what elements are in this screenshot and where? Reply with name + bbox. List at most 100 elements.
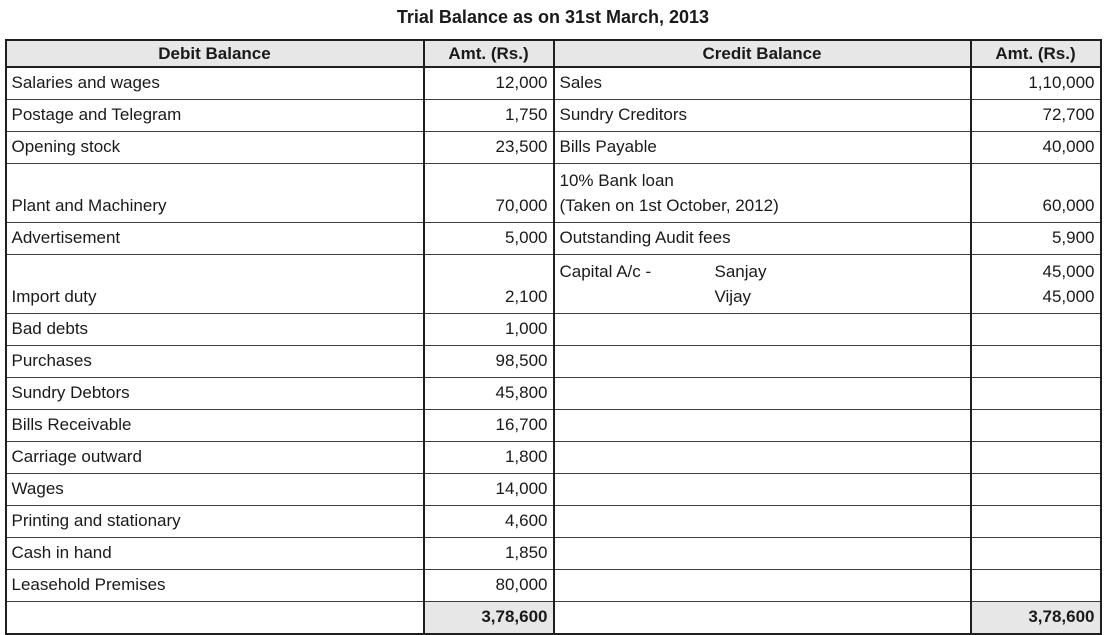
- debit-amount-cell: 80,000: [422, 569, 554, 602]
- table-row: Postage and Telegram 1,750 Sundry Creditor…: [5, 99, 1101, 132]
- page-title: Trial Balance as on 31st March, 2013: [396, 7, 710, 27]
- cell-line: Advertisement: [11, 228, 121, 247]
- cell-line: Postage and Telegram: [11, 105, 182, 124]
- cell-line: Sundry Debtors: [11, 383, 130, 402]
- debit-label-cell: Sundry Debtors: [5, 377, 424, 410]
- cell-line: 98,500: [495, 351, 548, 370]
- cell-line: Bills Payable: [559, 137, 657, 156]
- debit-label-cell: Opening stock: [5, 131, 424, 164]
- debit-amount-cell: 5,000: [422, 222, 554, 255]
- cell-line: Vijay: [560, 284, 965, 309]
- cell-line: Bills Receivable: [11, 415, 132, 434]
- capital-account-prefix: Capital A/c -: [559, 262, 652, 281]
- credit-label-cell: Sundry Creditors: [552, 99, 971, 132]
- table-row: Plant and Machinery 70,000 10% Bank loan (T…: [5, 163, 1101, 223]
- cell-line: 45,000: [1042, 287, 1095, 306]
- credit-label-cell: [552, 601, 971, 635]
- credit-amount-cell: [969, 409, 1101, 442]
- credit-label-cell: [552, 537, 971, 570]
- table-row: Salaries and wages 12,000 Sales 1,10,000: [5, 66, 1101, 100]
- debit-label-cell: Plant and Machinery: [5, 163, 424, 223]
- cell-line: 80,000: [495, 575, 548, 594]
- debit-amount-cell: 14,000: [422, 473, 554, 506]
- cell-line: 10% Bank loan: [559, 171, 674, 190]
- table-row: Leasehold Premises 80,000: [5, 569, 1101, 602]
- cell-line: Cash in hand: [11, 543, 112, 562]
- cell-line: Import duty: [11, 287, 97, 306]
- debit-label-cell: Advertisement: [5, 222, 424, 255]
- credit-label-cell: [552, 313, 971, 346]
- cell-line: Printing and stationary: [11, 511, 181, 530]
- header-debit-balance: Debit Balance: [5, 39, 424, 68]
- cell-line: Purchases: [11, 351, 92, 370]
- table-row: Cash in hand 1,850: [5, 537, 1101, 570]
- cell-line: Salaries and wages: [11, 73, 160, 92]
- debit-label-cell: Purchases: [5, 345, 424, 378]
- credit-amount-cell: [969, 569, 1101, 602]
- partner-name: Vijay: [714, 287, 752, 306]
- credit-label-cell: Outstanding Audit fees: [552, 222, 971, 255]
- cell-line: Bad debts: [11, 319, 89, 338]
- credit-label-cell: [552, 377, 971, 410]
- cell-line: 40,000: [1042, 137, 1095, 156]
- credit-amount-cell: [969, 441, 1101, 474]
- cell-line: Carriage outward: [11, 447, 142, 466]
- credit-amount-cell: 3,78,600: [969, 601, 1101, 635]
- cell-line: 1,850: [504, 543, 548, 562]
- debit-amount-cell: 2,100: [422, 254, 554, 314]
- cell-line: (Taken on 1st October, 2012): [559, 196, 779, 215]
- header-credit-amount: Amt. (Rs.): [969, 39, 1101, 68]
- debit-label-cell: Bad debts: [5, 313, 424, 346]
- header-credit-balance: Credit Balance: [552, 39, 971, 68]
- table-row: Sundry Debtors 45,800: [5, 377, 1101, 410]
- credit-label-cell: Capital A/c - Sanjay Vijay: [552, 254, 971, 314]
- cell-line: Wages: [11, 479, 64, 498]
- table-row: Bad debts 1,000: [5, 313, 1101, 346]
- table-row: Printing and stationary 4,600: [5, 505, 1101, 538]
- debit-label-cell: Carriage outward: [5, 441, 424, 474]
- trial-balance-table: Debit Balance Amt. (Rs.) Credit Balance …: [4, 39, 1102, 635]
- table-row: Purchases 98,500: [5, 345, 1101, 378]
- debit-amount-cell: 23,500: [422, 131, 554, 164]
- debit-label-cell: Bills Receivable: [5, 409, 424, 442]
- cell-line: 4,600: [504, 511, 548, 530]
- cell-line: 1,800: [504, 447, 548, 466]
- credit-label-cell: [552, 505, 971, 538]
- debit-label-cell: Postage and Telegram: [5, 99, 424, 132]
- credit-amount-cell: 45,000 45,000: [969, 254, 1101, 314]
- cell-line: 60,000: [1042, 196, 1095, 215]
- cell-line: 1,000: [504, 319, 548, 338]
- credit-label-cell: [552, 569, 971, 602]
- credit-label-cell: [552, 441, 971, 474]
- debit-amount-cell: 70,000: [422, 163, 554, 223]
- credit-amount-cell: [969, 505, 1101, 538]
- cell-line: 3,78,600: [1028, 607, 1095, 626]
- cell-line: Sundry Creditors: [559, 105, 688, 124]
- cell-line: 45,800: [495, 383, 548, 402]
- cell-line: 2,100: [504, 287, 548, 306]
- trial-balance-body: Salaries and wages 12,000 Sales 1,10,000 Pos…: [5, 66, 1101, 635]
- debit-amount-cell: 4,600: [422, 505, 554, 538]
- cell-line: 72,700: [1042, 105, 1095, 124]
- table-row: Opening stock 23,500 Bills Payable 40,000: [5, 131, 1101, 164]
- cell-line: 1,10,000: [1028, 73, 1095, 92]
- credit-label-cell: [552, 409, 971, 442]
- credit-label-cell: [552, 473, 971, 506]
- debit-amount-cell: 1,000: [422, 313, 554, 346]
- credit-amount-cell: 40,000: [969, 131, 1101, 164]
- cell-line: 5,900: [1051, 228, 1095, 247]
- cell-line: 23,500: [495, 137, 548, 156]
- debit-amount-cell: 3,78,600: [422, 601, 554, 635]
- cell-line: 14,000: [495, 479, 548, 498]
- credit-label-cell: [552, 345, 971, 378]
- cell-line: 1,750: [504, 105, 548, 124]
- debit-amount-cell: 1,850: [422, 537, 554, 570]
- cell-line: Leasehold Premises: [11, 575, 166, 594]
- cell-line: Outstanding Audit fees: [559, 228, 731, 247]
- partner-name: Sanjay: [714, 262, 767, 281]
- table-row: Carriage outward 1,800: [5, 441, 1101, 474]
- header-row: Debit Balance Amt. (Rs.) Credit Balance …: [5, 39, 1101, 68]
- debit-label-cell: Wages: [5, 473, 424, 506]
- cell-line: 3,78,600: [481, 607, 548, 626]
- debit-label-cell: Printing and stationary: [5, 505, 424, 538]
